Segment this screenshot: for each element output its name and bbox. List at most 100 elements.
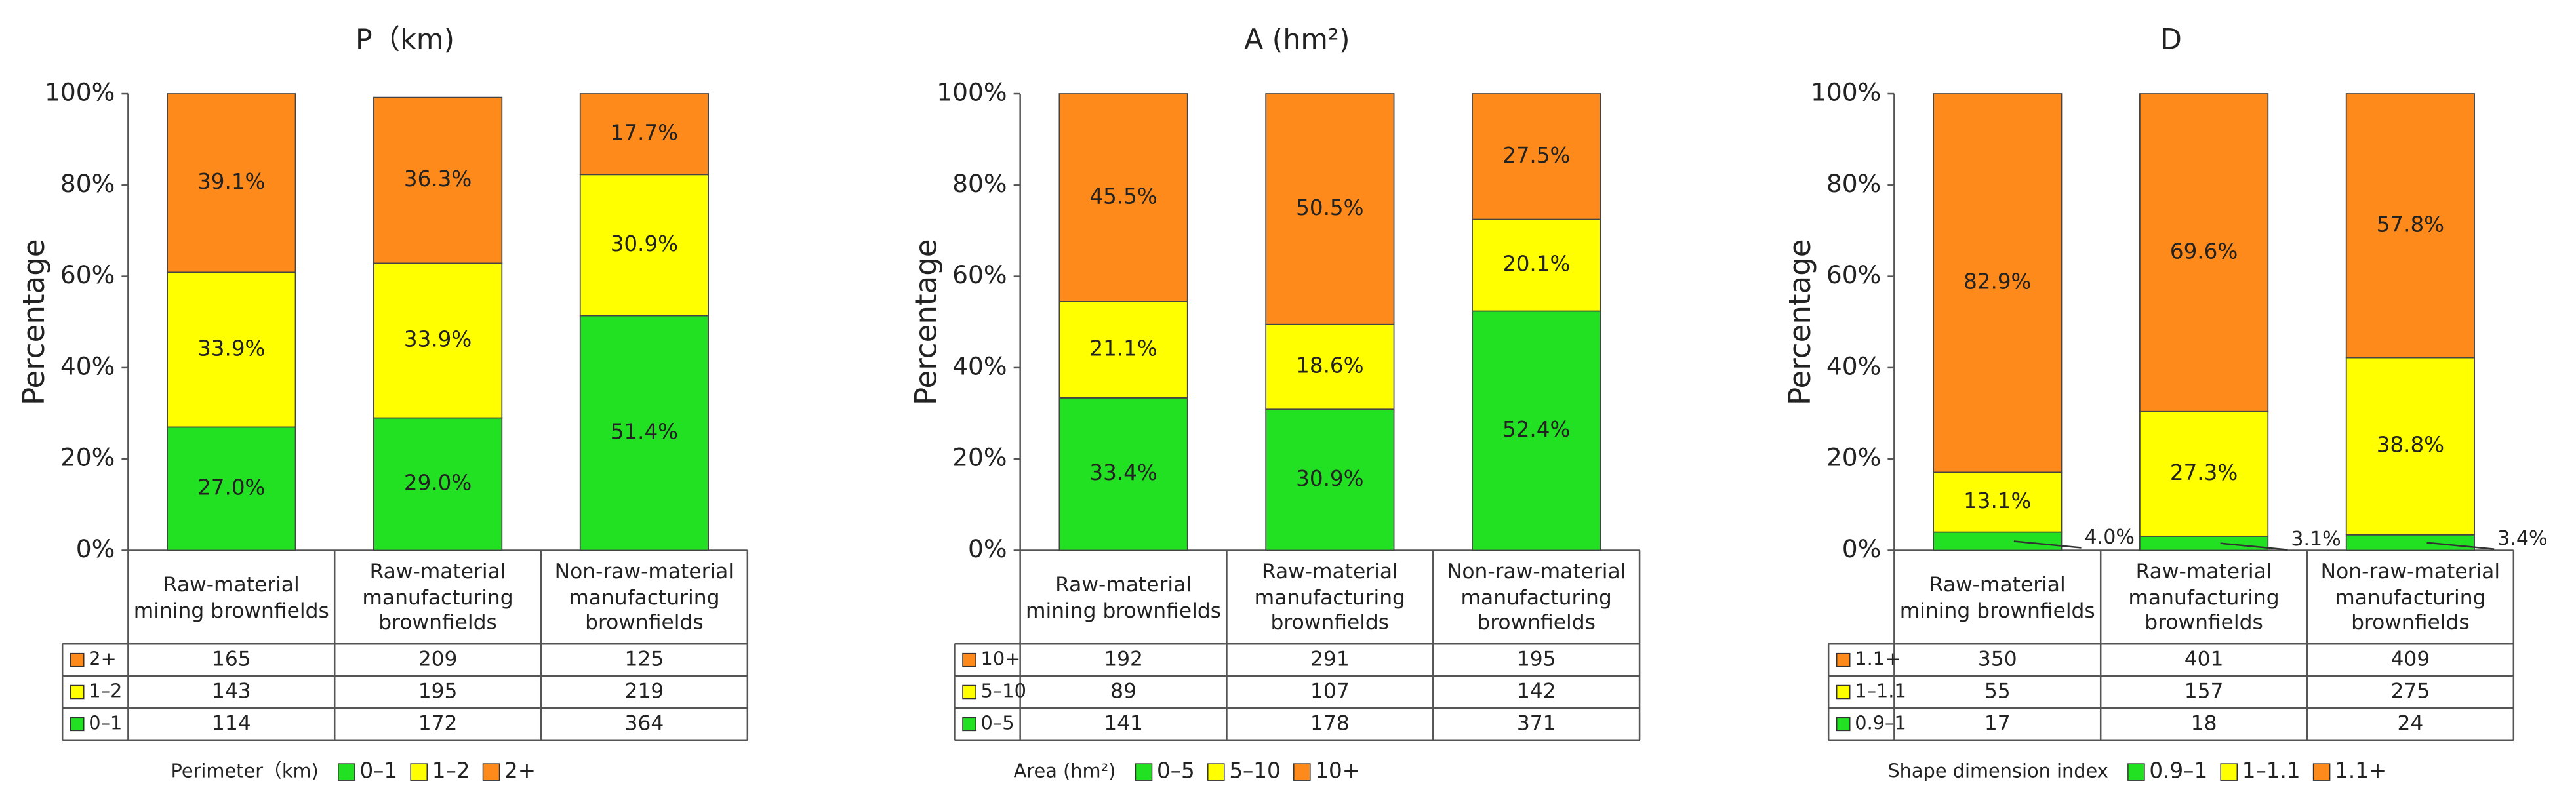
y-tick-label: 60% [952, 260, 1007, 289]
bar-segment [579, 174, 709, 317]
bar-segment [1933, 531, 2063, 551]
table-value: 157 [2184, 680, 2224, 703]
y-axis-label: Percentage [16, 239, 51, 405]
bar-segment [1265, 323, 1395, 410]
bar-segment [1058, 93, 1188, 302]
value-label: 17.7% [611, 121, 678, 146]
value-label: 51.4% [611, 419, 678, 444]
table-value: 195 [1517, 648, 1556, 671]
category-cell: Raw-material manufacturing brownfields [362, 559, 513, 635]
value-label: 20.1% [1502, 252, 1570, 277]
category-cell: Raw-material mining brownfields [133, 571, 329, 622]
y-tick-label: 20% [1826, 443, 1882, 472]
legend-swatch [338, 763, 355, 781]
legend-swatch [2312, 763, 2331, 781]
x-tick-label: Raw-material mining brownfields [133, 571, 329, 622]
legend-title: Shape dimension index [1887, 760, 2108, 782]
row-label: 0–1 [89, 711, 122, 734]
value-label: 30.9% [1296, 466, 1363, 491]
row-label: 0.9–1 [1855, 711, 1906, 734]
table-value: 209 [418, 648, 458, 671]
value-label: 82.9% [1963, 269, 2031, 294]
y-axis-label: Percentage [1782, 239, 1817, 405]
value-label: 39.1% [197, 169, 265, 194]
table-value: 18 [2191, 711, 2217, 735]
value-label: 69.6% [2170, 239, 2238, 264]
table-value: 24 [2397, 711, 2423, 735]
legend-label: 0–1 [359, 759, 397, 783]
value-label: 50.5% [1296, 195, 1363, 220]
row-swatch [962, 717, 976, 732]
category-cell: Raw-material mining brownfields [1026, 572, 1221, 622]
y-tick-label: 20% [60, 443, 115, 472]
category-cell: Raw-material mining brownfields [1900, 572, 2095, 622]
legend-label: 1–2 [432, 759, 470, 783]
bar-segment [167, 271, 296, 428]
row-label: 5–10 [981, 680, 1026, 702]
table-value: 401 [2184, 648, 2224, 671]
x-tick-label: Raw-material manufacturing brownfields [1254, 559, 1405, 635]
value-label: 27.0% [197, 475, 265, 500]
table-value: 143 [212, 680, 251, 703]
table-value: 55 [1984, 680, 2011, 703]
bar-segment [167, 426, 296, 551]
table-value: 89 [1110, 680, 1137, 703]
y-tick-label: 100% [45, 78, 115, 107]
table-value: 17 [1984, 711, 2011, 735]
bar-segment [2139, 93, 2269, 412]
x-tick-label: Non-raw-material manufacturing brownfiel… [2320, 559, 2501, 635]
row-swatch [1836, 717, 1851, 732]
value-label: 33.9% [197, 336, 265, 361]
row-label: 1–1.1 [1855, 680, 1906, 702]
chart-title: P（km) [355, 23, 454, 56]
value-label: 4.0% [2085, 526, 2135, 549]
value-label: 38.8% [2377, 433, 2444, 458]
row-label: 0–5 [981, 711, 1015, 734]
table-value: 172 [418, 711, 458, 735]
legend-label: 0–5 [1157, 759, 1195, 783]
y-tick-label: 80% [952, 169, 1007, 198]
y-tick-label: 40% [1826, 351, 1882, 380]
table-value: 219 [625, 680, 664, 703]
row-swatch [962, 652, 976, 667]
legend-label: 10+ [1315, 759, 1360, 783]
bar-segment [373, 417, 503, 551]
legend-swatch [1207, 763, 1225, 781]
y-axis-label: Percentage [908, 239, 943, 405]
chart-title: A (hm²) [1244, 23, 1350, 56]
y-tick-label: 60% [1826, 260, 1882, 289]
value-label: 21.1% [1089, 336, 1157, 361]
legend-label: 0.9–1 [2149, 759, 2207, 783]
y-tick-label: 40% [952, 351, 1007, 380]
legend-title: Area (hm²) [1014, 760, 1116, 782]
table-value: 275 [2391, 680, 2430, 703]
table-value: 165 [212, 648, 251, 671]
legend-swatch [2220, 763, 2238, 781]
row-label: 1.1+ [1855, 648, 1901, 670]
legend-label: 2+ [504, 759, 536, 783]
table-value: 291 [1310, 648, 1350, 671]
category-cell: Raw-material manufacturing brownfields [2128, 559, 2279, 635]
bar-segment [2345, 93, 2475, 359]
bar-segment [1058, 301, 1188, 399]
table-value: 371 [1517, 711, 1556, 735]
table-value: 409 [2391, 648, 2430, 671]
bar-segment [579, 93, 709, 176]
value-label: 27.5% [1502, 143, 1570, 168]
category-cell: Non-raw-material manufacturing brownfiel… [2320, 559, 2501, 635]
table-value: 125 [625, 648, 664, 671]
row-swatch [70, 684, 85, 700]
category-cell: Non-raw-material manufacturing brownfiel… [1447, 559, 1626, 635]
row-label: 1–2 [89, 680, 122, 702]
table-value: 350 [1978, 648, 2017, 671]
legend-swatch [482, 763, 500, 781]
row-swatch [70, 652, 85, 667]
bar-segment [1265, 408, 1395, 551]
bar-segment [1265, 93, 1395, 325]
value-label: 57.8% [2377, 212, 2444, 237]
table-value: 142 [1517, 680, 1556, 703]
value-label: 52.4% [1502, 417, 1570, 442]
value-label: 45.5% [1089, 184, 1157, 208]
value-label: 36.3% [404, 167, 472, 191]
